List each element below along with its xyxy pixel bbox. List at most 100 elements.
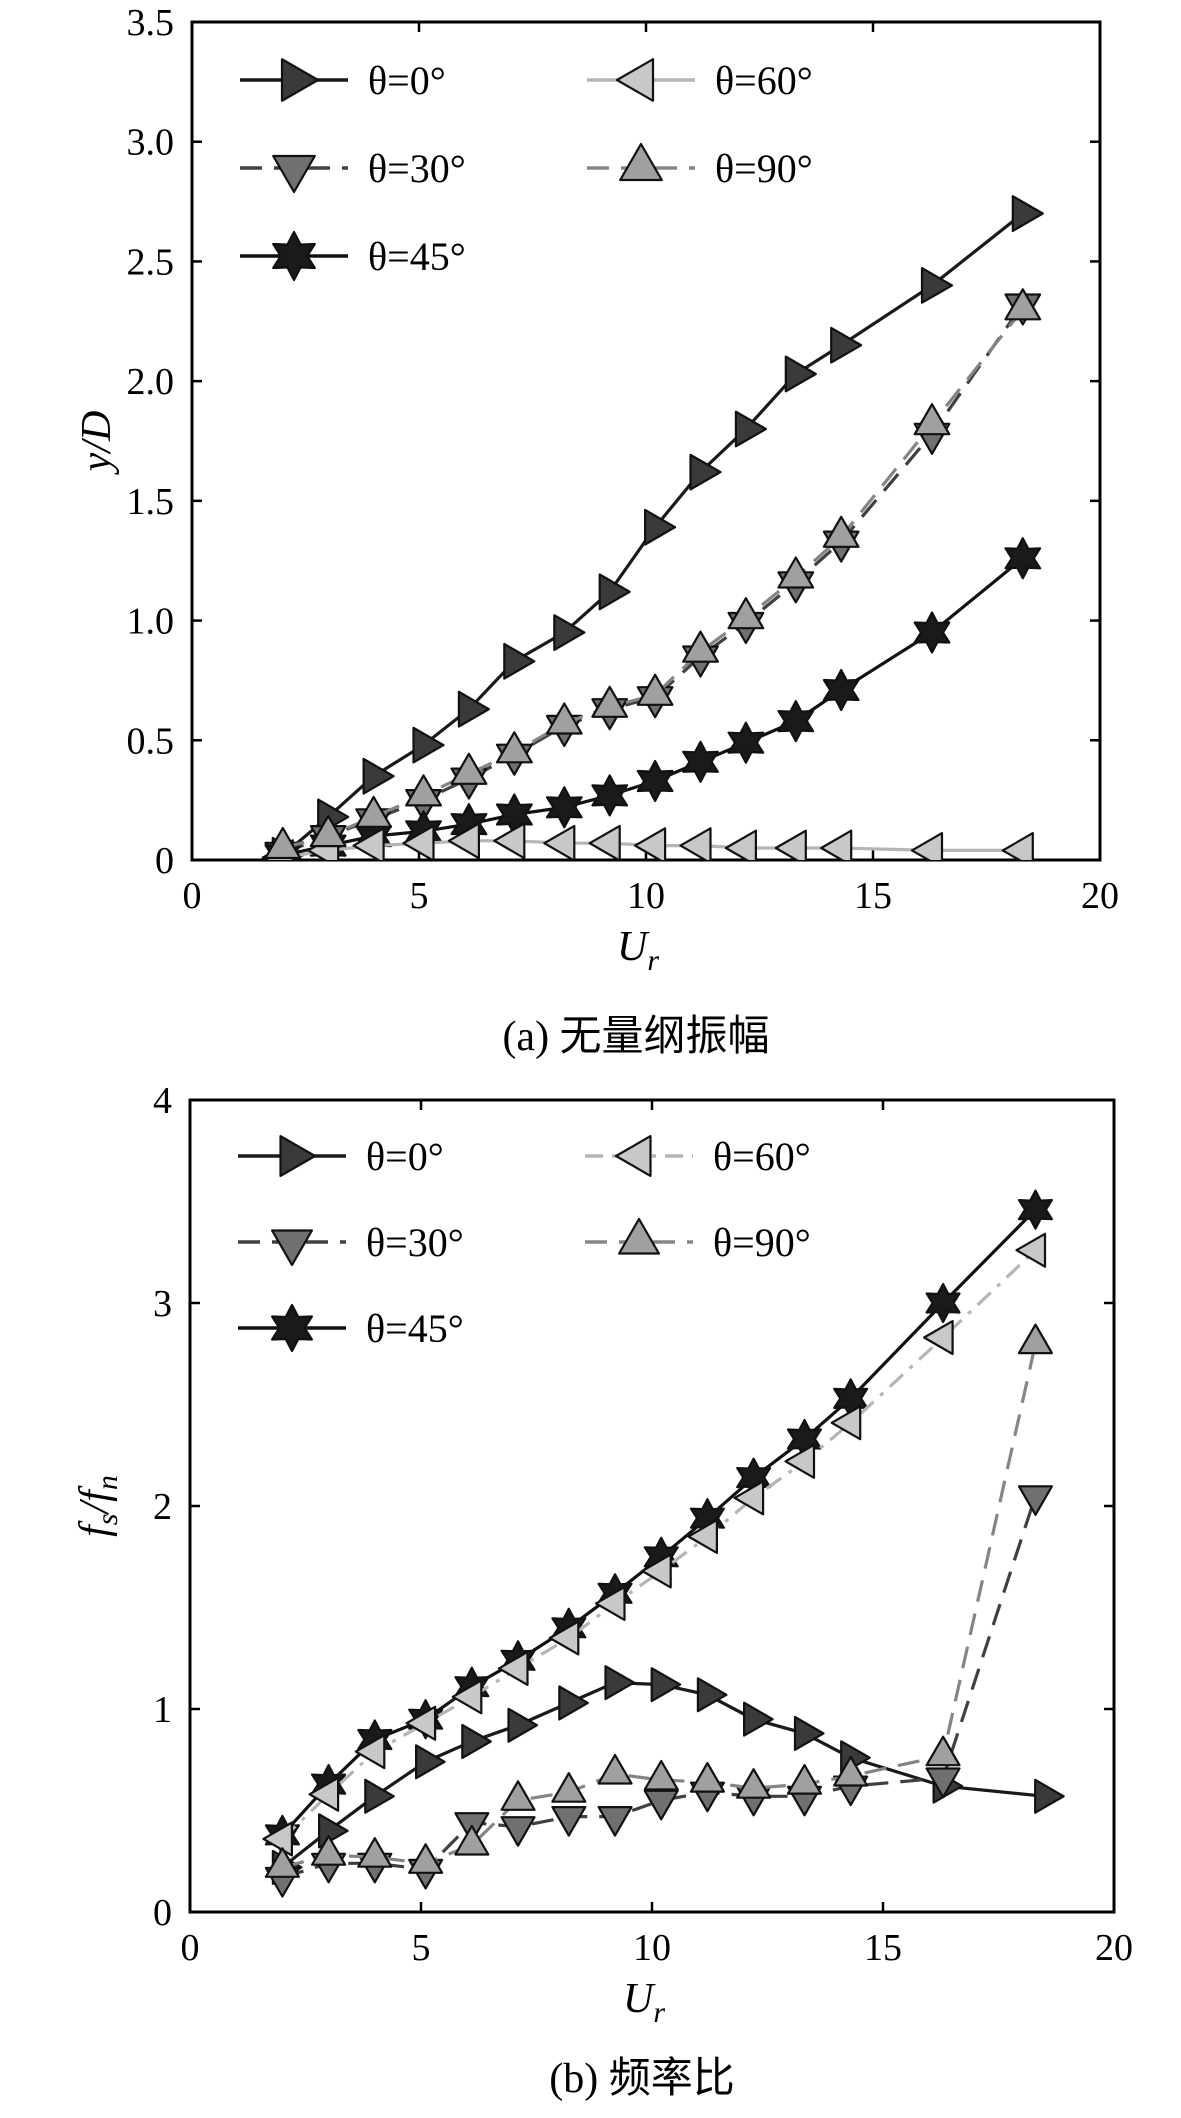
data-point-theta-0 [604, 1665, 636, 1701]
y-tick-label: 1.0 [127, 601, 175, 643]
data-point-theta-90 [597, 1753, 633, 1785]
data-point-theta-0 [412, 726, 445, 764]
data-point-theta-90 [822, 515, 860, 548]
data-point-theta-45 [1004, 537, 1042, 580]
x-tick-label: 0 [183, 875, 202, 917]
legend-item-theta-60: θ=60° [587, 58, 813, 103]
data-point-theta-60 [594, 1585, 626, 1621]
data-point-theta-60 [402, 824, 435, 860]
x-tick-label: 5 [410, 875, 429, 917]
data-point-theta-30 [1017, 1485, 1053, 1516]
y-tick-label: 3.0 [127, 122, 175, 164]
data-point-theta-90 [636, 673, 674, 706]
y-axis-label: fs/fn [72, 1475, 124, 1537]
chart-frequency-ratio: 0 5 10 15 2001234Urfs/fnθ=0°θ=30°θ=45°θ=60°θ… [72, 1080, 1133, 2102]
data-point-theta-60 [733, 1480, 765, 1516]
legend-marker [271, 1303, 313, 1353]
legend-label: θ=60° [713, 1134, 811, 1179]
data-point-theta-0 [598, 573, 631, 611]
data-point-theta-90 [682, 630, 719, 663]
data-point-theta-60 [497, 1650, 529, 1686]
legend-marker [272, 230, 316, 282]
data-point-theta-60 [308, 1776, 340, 1812]
data-point-theta-90 [689, 1762, 725, 1793]
data-point-theta-60 [679, 827, 712, 860]
legend-item-theta-90: θ=90° [585, 1217, 811, 1265]
data-point-theta-0 [920, 267, 954, 304]
legend-item-theta-60: θ=60° [585, 1134, 811, 1179]
data-point-theta-0 [503, 642, 536, 680]
data-point-theta-90 [355, 795, 392, 828]
legend: θ=0° θ=30° θ=45° θ=60° θ=90° [238, 1134, 811, 1353]
data-point-theta-0 [507, 1707, 539, 1743]
legend-marker [618, 1217, 660, 1255]
legend-marker [619, 142, 663, 182]
x-tick-label: 10 [627, 875, 665, 917]
data-point-theta-90 [357, 1837, 393, 1868]
legend-item-theta-0: θ=0° [240, 58, 446, 103]
data-point-theta-60 [543, 824, 576, 860]
data-point-theta-60 [352, 827, 385, 860]
data-point-theta-0 [644, 508, 677, 546]
data-point-theta-90 [405, 774, 442, 807]
series-theta-60 [261, 822, 1034, 860]
data-point-theta-0 [734, 410, 767, 448]
legend-marker [271, 1229, 313, 1267]
y-tick-label: 3 [153, 1283, 172, 1325]
y-tick-label: 0.5 [127, 720, 175, 762]
data-point-theta-90 [545, 702, 583, 735]
x-axis-label: Ur [623, 1976, 665, 2029]
y-tick-label: 0 [155, 840, 174, 882]
legend-item-theta-30: θ=30° [240, 146, 466, 194]
data-point-theta-45 [545, 786, 583, 829]
x-tick-label: 20 [1095, 1927, 1133, 1969]
data-point-theta-0 [696, 1677, 728, 1713]
figure-caption: (a) 无量纲振幅 [502, 1014, 769, 1060]
data-point-theta-90 [408, 1843, 444, 1874]
data-point-theta-60 [405, 1705, 437, 1741]
data-point-theta-60 [493, 822, 526, 860]
data-point-theta-60 [451, 1679, 483, 1715]
data-point-theta-0 [364, 1778, 395, 1814]
series-theta-60 [262, 1232, 1047, 1857]
data-point-theta-45 [777, 700, 815, 743]
data-point-theta-60 [820, 829, 853, 860]
y-tick-label: 0 [153, 1892, 172, 1934]
data-point-theta-45 [727, 721, 765, 764]
legend-label: θ=90° [713, 1220, 811, 1265]
data-point-theta-0 [1011, 195, 1044, 232]
data-point-theta-60 [923, 1320, 954, 1356]
data-point-theta-0 [743, 1701, 774, 1737]
y-axis-label-sub-n: n [91, 1475, 124, 1490]
data-point-theta-60 [548, 1620, 580, 1656]
legend-label: θ=60° [715, 58, 813, 103]
legend-label: θ=30° [368, 146, 466, 191]
y-tick-label: 1.5 [127, 481, 175, 523]
series-theta-90 [264, 1323, 1053, 1878]
data-point-theta-45 [682, 740, 719, 783]
chart-amplitude: 0 5 10 15 2000.51.01.52.02.53.03.5Ury/Dθ=0°θ… [74, 2, 1119, 1060]
legend-label: θ=90° [715, 146, 813, 191]
data-point-theta-90 [264, 1847, 300, 1878]
y-tick-label: 2.0 [127, 361, 175, 403]
y-tick-label: 1 [153, 1689, 172, 1731]
data-point-theta-0 [558, 1685, 589, 1721]
y-tick-label: 3.5 [127, 2, 175, 44]
x-tick-label: 15 [854, 875, 892, 917]
data-point-theta-60 [641, 1553, 672, 1589]
data-point-theta-90 [777, 556, 815, 589]
x-tick-label: 0 [181, 1927, 200, 1969]
data-point-theta-60 [784, 1443, 816, 1479]
x-tick-label: 15 [864, 1927, 902, 1969]
data-point-theta-0 [461, 1723, 492, 1759]
data-point-theta-45 [591, 774, 629, 817]
x-axis-label-sub: r [653, 1996, 665, 2029]
data-point-theta-60 [354, 1734, 386, 1770]
data-point-theta-60 [447, 822, 480, 860]
legend-label: θ=0° [366, 1134, 444, 1179]
data-point-theta-0 [784, 355, 817, 393]
x-axis-label-sub: r [647, 944, 659, 977]
y-tick-label: 2.5 [127, 241, 175, 283]
data-point-theta-0 [415, 1744, 446, 1780]
